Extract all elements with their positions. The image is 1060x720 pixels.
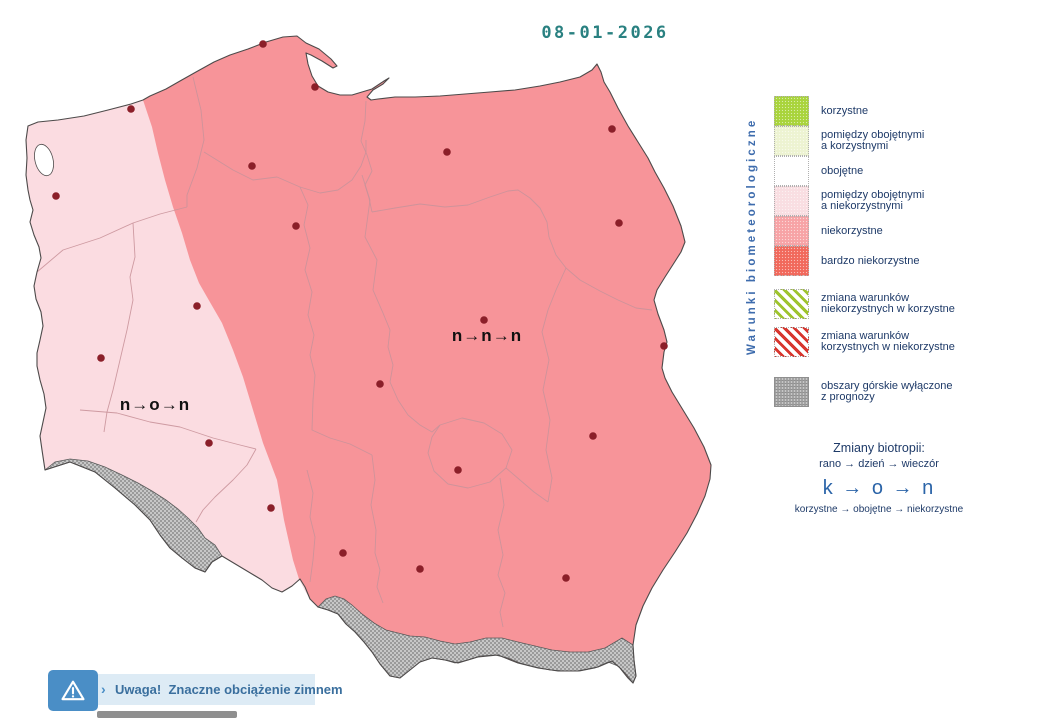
city-dot (267, 504, 275, 512)
legend-item-obszary-gorskie: obszary górskie wyłączone z prognozy (774, 377, 1024, 407)
city-dot (416, 565, 424, 573)
legend-label: pomiędzy obojętnymi a korzystnymi (821, 128, 925, 152)
chevron-right-icon: › (101, 681, 106, 697)
legend-item-pomiedzy-korzystnymi: pomiędzy obojętnymi a korzystnymi (774, 126, 1024, 156)
legend-item-bardzo-niekorzystne: bardzo niekorzystne (774, 246, 1024, 276)
city-dots (52, 40, 668, 582)
legend-item-obojetne: obojętne (774, 156, 1024, 186)
legend-label: niekorzystne (821, 225, 883, 237)
legend-item-pomiedzy-niekorzystnymi: pomiędzy obojętnymi a niekorzystnymi (774, 186, 1024, 216)
szczecin-lagoon (34, 143, 54, 177)
legend-item-zmiana-w-korzystne: zmiana warunków niekorzystnych w korzyst… (774, 289, 1024, 319)
biotropy-title: Zmiany biotropii: (833, 441, 925, 455)
warning-icon[interactable] (48, 670, 98, 711)
legend-swatch-obojetne (774, 156, 809, 186)
city-dot (443, 148, 451, 156)
legend-label: pomiędzy obojętnymi a niekorzystnymi (821, 188, 925, 212)
legend-swatch-pomiedzy-korzystnymi (774, 126, 809, 156)
legend-label: korzystne (821, 105, 869, 117)
legend-item-niekorzystne: niekorzystne (774, 216, 1024, 246)
legend-item-korzystne: korzystne (774, 96, 1024, 126)
legend-swatch-bardzo-niekorzystne (774, 246, 809, 276)
legend-swatch-mountains (774, 377, 809, 407)
warning-banner[interactable]: Uwaga! Znaczne obciążenie zimnem (98, 674, 343, 705)
city-dot (376, 380, 384, 388)
poland-outline (25, 35, 712, 684)
biotropy-times: rano → dzień → wieczór (819, 458, 939, 470)
forecast-date: 08-01-2026 (541, 23, 669, 43)
warning-text: Uwaga! Znaczne obciążenie zimnem (115, 682, 343, 697)
city-dot (615, 219, 623, 227)
city-dot (292, 222, 300, 230)
city-dot (339, 549, 347, 557)
legend-axis-label: Warunki biometeorologiczne (746, 117, 758, 355)
legend: korzystne pomiędzy obojętnymi a korzystn… (774, 96, 1024, 407)
city-dot (193, 302, 201, 310)
city-dot (562, 574, 570, 582)
map-label-west: n→o→n (119, 395, 191, 414)
legend-label: zmiana warunków korzystnych w niekorzyst… (821, 329, 955, 353)
city-dot (248, 162, 256, 170)
legend-swatch-hatch-red (774, 327, 809, 357)
footer-partial-bar (97, 711, 237, 718)
city-dot (205, 439, 213, 447)
city-dot (660, 342, 668, 350)
city-dot (311, 83, 319, 91)
city-dot (589, 432, 597, 440)
warning-triangle-icon (61, 680, 85, 700)
legend-swatch-pomiedzy-niekorzystnymi (774, 186, 809, 216)
city-dot (480, 316, 488, 324)
biotropy-caption: korzystne → obojętne → niekorzystne (794, 504, 964, 515)
city-dot (259, 40, 267, 48)
region-posrednie-zachod (26, 100, 310, 599)
voivodeship-borders (36, 76, 653, 628)
city-dot (454, 466, 462, 474)
city-dot (97, 354, 105, 362)
city-dot (52, 192, 60, 200)
legend-swatch-korzystne (774, 96, 809, 126)
legend-label: zmiana warunków niekorzystnych w korzyst… (821, 291, 955, 315)
biotropy-key: Zmiany biotropii: rano → dzień → wieczór… (768, 441, 990, 515)
legend-swatch-hatch-green (774, 289, 809, 319)
city-dot (127, 105, 135, 113)
legend-label: obszary górskie wyłączone z prognozy (821, 379, 953, 403)
biotropy-example: k → o → n (822, 477, 936, 499)
map-label-center: n→n→n (451, 326, 523, 345)
legend-label: obojętne (821, 165, 864, 177)
city-dot (608, 125, 616, 133)
legend-item-zmiana-w-niekorzystne: zmiana warunków korzystnych w niekorzyst… (774, 327, 1024, 357)
legend-swatch-niekorzystne (774, 216, 809, 246)
legend-label: bardzo niekorzystne (821, 255, 920, 267)
